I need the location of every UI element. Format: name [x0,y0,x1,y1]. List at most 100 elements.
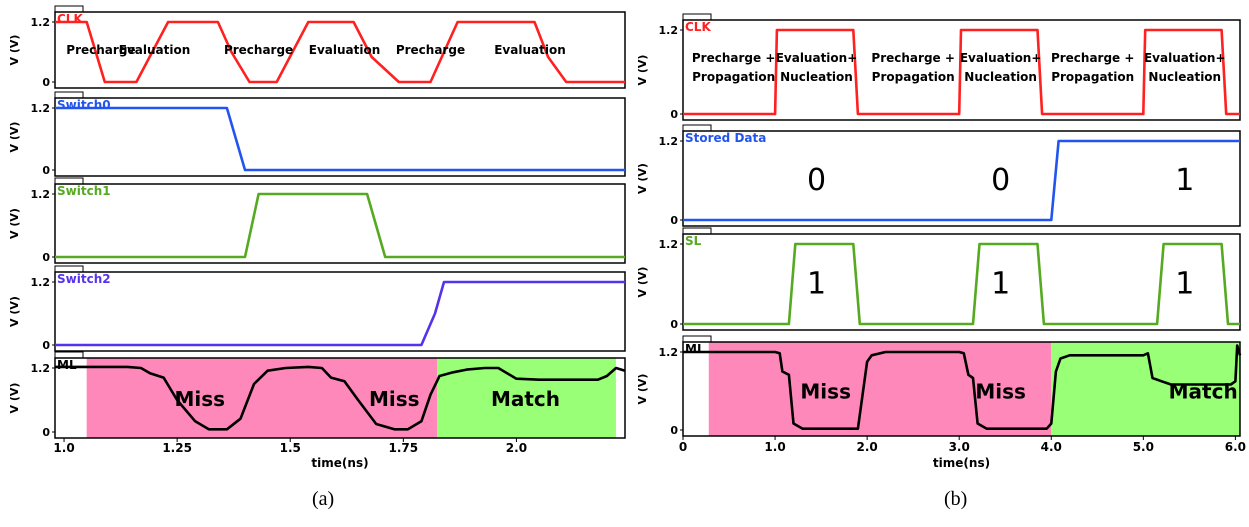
y-axis-label: V (V) [8,208,21,239]
phase-annotation: Precharge [66,43,135,57]
panel-sl: 1.20 V (V) SL 1 1 1 [636,227,1241,331]
series-line-stored-data [683,139,1240,222]
panel-frame [54,97,626,177]
series-name: ML [685,342,705,356]
y-tick-label: 0 [42,426,50,439]
phase-annotation: Propagation [872,70,955,84]
y-tick-label: 0 [42,164,50,177]
series-line-sl [683,242,1240,326]
y-axis-label: V (V) [8,35,21,66]
panel-frame [54,271,626,352]
series-line-switch2 [55,280,625,347]
x-tick-label: 3.0 [949,440,970,454]
panel-tab [682,335,793,343]
x-tick-label: 1.0 [764,440,785,454]
x-tick-label: 1.5 [280,441,301,455]
phase-annotation: Propagation [692,70,775,84]
phase-annotation: Evaluation [119,43,191,57]
region-label: Miss [174,387,225,411]
y-tick-label: 0 [42,251,50,264]
y-tick-label: 1.2 [31,276,51,289]
x-axis: 0 1.0 2.0 3.0 4.0 5.0 6.0 time(ns) [679,436,1246,470]
region-label: Miss [369,387,420,411]
phase-annotation: Precharge + [871,51,954,65]
y-tick-label: 0 [670,108,678,121]
phase-annotation: Evaluation+ [776,51,858,65]
y-tick-label: 0 [670,424,678,437]
series-name: SL [685,234,702,248]
x-tick-label: 1.75 [389,441,419,455]
phase-annotation: Evaluation+ [1144,51,1226,65]
panel-tab [682,227,793,235]
panel-tab [682,124,793,132]
panel-tab [54,265,165,273]
series-line-switch0 [55,106,625,172]
x-axis: 1.0 1.25 1.5 1.75 2.0 time(ns) [53,438,527,470]
y-ticks: 1.20 [659,135,683,227]
y-ticks: 1.20 [31,276,55,352]
phase-annotation: Nucleation [1148,70,1221,84]
y-tick-label: 1.2 [31,16,51,29]
y-tick-label: 1.2 [31,188,51,201]
panel-tab [54,351,165,359]
panel-frame [682,130,1241,227]
y-ticks: 1.20 [659,24,683,121]
x-tick-label: 2.0 [506,441,527,455]
y-tick-label: 1.2 [659,238,679,251]
panel-tab [682,13,793,21]
x-tick-label: 5.0 [1133,440,1154,454]
panel-switch2: 1.20V (V)Switch2 [8,265,626,352]
panel-tab [54,177,165,185]
data-annotation: 1 [991,267,1010,302]
phase-annotation: Evaluation [309,43,381,57]
series-name: CLK [685,20,711,34]
region-label: Miss [800,379,851,403]
caption-a: (a) [312,488,335,510]
panel-tab [54,5,165,13]
series-name: Switch2 [57,272,111,286]
y-tick-label: 0 [670,214,678,227]
phase-annotation: Precharge + [692,51,775,65]
phase-annotation: Propagation [1051,70,1134,84]
data-annotation: 1 [807,267,826,302]
x-tick-label: 1.0 [53,441,74,455]
phase-annotation: Precharge + [1051,51,1134,65]
series-name: Switch1 [57,184,111,198]
y-axis-label: V (V) [636,267,649,298]
region-match-1 [1051,342,1240,436]
x-tick-label: 0 [679,440,687,454]
y-tick-label: 0 [42,339,50,352]
x-tick-label: 2.0 [856,440,877,454]
y-ticks: 1.20 [659,238,683,331]
panel-switch0: 1.20V (V)Switch0 [8,91,626,177]
x-axis-label: time(ns) [933,456,990,470]
panel-frame [682,19,1241,121]
y-ticks: 1.20 [31,102,55,177]
y-axis-label: V (V) [636,55,649,86]
data-annotation: 0 [807,163,826,198]
data-annotation: 0 [991,163,1010,198]
series-name: CLK [57,12,83,26]
phase-annotation: Nucleation [964,70,1037,84]
panel-frame [54,11,626,89]
y-axis-label: V (V) [8,383,21,414]
y-axis-label: V (V) [636,374,649,405]
region-miss-0 [708,342,1052,436]
data-annotation: 1 [1175,163,1194,198]
series-line-ml [55,365,626,431]
series-name: Switch0 [57,98,111,112]
data-annotation: 1 [1175,267,1194,302]
phase-annotation: Precharge [224,43,293,57]
y-tick-label: 1.2 [659,135,679,148]
series-name: ML [57,358,77,372]
y-ticks: 1.20 [659,346,683,437]
region-match-1 [437,358,616,438]
series-line-clk [683,28,1240,116]
phase-annotation: Evaluation [494,43,566,57]
